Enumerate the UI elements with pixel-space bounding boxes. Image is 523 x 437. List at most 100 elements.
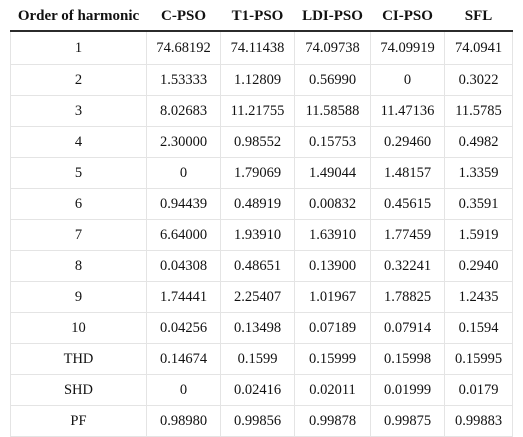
cell-sfl: 11.5785: [444, 95, 513, 127]
row-label: 3: [10, 95, 147, 127]
cell-t1-pso: 0.13498: [220, 312, 295, 344]
cell-ldi-pso: 0.00832: [294, 188, 371, 220]
table-row: 8 0.04308 0.48651 0.13900 0.32241 0.2940: [10, 250, 513, 282]
cell-ci-pso: 0.01999: [370, 374, 445, 406]
table-row: 4 2.30000 0.98552 0.15753 0.29460 0.4982: [10, 126, 513, 158]
cell-ldi-pso: 11.58588: [294, 95, 371, 127]
cell-sfl: 0.4982: [444, 126, 513, 158]
cell-ci-pso: 0.32241: [370, 250, 445, 282]
table-row: 6 0.94439 0.48919 0.00832 0.45615 0.3591: [10, 188, 513, 220]
cell-ci-pso: 74.09919: [370, 31, 445, 65]
cell-ci-pso: 0: [370, 64, 445, 96]
cell-sfl: 74.0941: [444, 31, 513, 65]
cell-c-pso: 8.02683: [146, 95, 221, 127]
row-label: THD: [10, 343, 147, 375]
cell-t1-pso: 0.48651: [220, 250, 295, 282]
table-row: 1 74.68192 74.11438 74.09738 74.09919 74…: [10, 31, 513, 65]
table-header: Order of harmonic C-PSO T1-PSO LDI-PSO C…: [10, 3, 513, 32]
cell-c-pso: 0.94439: [146, 188, 221, 220]
cell-c-pso: 0.14674: [146, 343, 221, 375]
cell-c-pso: 2.30000: [146, 126, 221, 158]
harmonics-table: Order of harmonic C-PSO T1-PSO LDI-PSO C…: [10, 3, 513, 437]
cell-ldi-pso: 0.15999: [294, 343, 371, 375]
table-row: 7 6.64000 1.93910 1.63910 1.77459 1.5919: [10, 219, 513, 251]
cell-c-pso: 0: [146, 374, 221, 406]
row-label: 6: [10, 188, 147, 220]
cell-sfl: 0.3022: [444, 64, 513, 96]
cell-t1-pso: 1.12809: [220, 64, 295, 96]
cell-c-pso: 1.53333: [146, 64, 221, 96]
header-sfl: SFL: [444, 3, 513, 32]
cell-sfl: 0.1594: [444, 312, 513, 344]
cell-ldi-pso: 0.07189: [294, 312, 371, 344]
cell-sfl: 0.15995: [444, 343, 513, 375]
cell-ldi-pso: 0.15753: [294, 126, 371, 158]
header-c-pso: C-PSO: [146, 3, 221, 32]
cell-ci-pso: 0.45615: [370, 188, 445, 220]
row-label: PF: [10, 405, 147, 437]
table-row: SHD 0 0.02416 0.02011 0.01999 0.0179: [10, 374, 513, 406]
row-label: 8: [10, 250, 147, 282]
cell-c-pso: 6.64000: [146, 219, 221, 251]
cell-ldi-pso: 0.13900: [294, 250, 371, 282]
cell-t1-pso: 1.93910: [220, 219, 295, 251]
table-row: 2 1.53333 1.12809 0.56990 0 0.3022: [10, 64, 513, 96]
cell-sfl: 0.3591: [444, 188, 513, 220]
cell-t1-pso: 0.99856: [220, 405, 295, 437]
cell-ci-pso: 0.07914: [370, 312, 445, 344]
header-t1-pso: T1-PSO: [220, 3, 295, 32]
header-ldi-pso: LDI-PSO: [294, 3, 371, 32]
cell-ldi-pso: 74.09738: [294, 31, 371, 65]
table-body: 1 74.68192 74.11438 74.09738 74.09919 74…: [10, 31, 513, 437]
cell-c-pso: 0.98980: [146, 405, 221, 437]
cell-t1-pso: 2.25407: [220, 281, 295, 313]
row-label: 5: [10, 157, 147, 189]
cell-t1-pso: 0.98552: [220, 126, 295, 158]
header-row: Order of harmonic C-PSO T1-PSO LDI-PSO C…: [10, 3, 513, 32]
cell-ci-pso: 0.99875: [370, 405, 445, 437]
cell-t1-pso: 0.48919: [220, 188, 295, 220]
cell-sfl: 0.2940: [444, 250, 513, 282]
cell-ldi-pso: 0.02011: [294, 374, 371, 406]
header-order-of-harmonic: Order of harmonic: [10, 3, 147, 32]
cell-t1-pso: 1.79069: [220, 157, 295, 189]
row-label: 2: [10, 64, 147, 96]
row-label: SHD: [10, 374, 147, 406]
table-row: 9 1.74441 2.25407 1.01967 1.78825 1.2435: [10, 281, 513, 313]
cell-ci-pso: 0.15998: [370, 343, 445, 375]
cell-ci-pso: 0.29460: [370, 126, 445, 158]
cell-ci-pso: 1.48157: [370, 157, 445, 189]
cell-t1-pso: 11.21755: [220, 95, 295, 127]
cell-c-pso: 0.04256: [146, 312, 221, 344]
table-row: 3 8.02683 11.21755 11.58588 11.47136 11.…: [10, 95, 513, 127]
cell-sfl: 0.99883: [444, 405, 513, 437]
cell-sfl: 1.3359: [444, 157, 513, 189]
table-row: 10 0.04256 0.13498 0.07189 0.07914 0.159…: [10, 312, 513, 344]
cell-ldi-pso: 1.63910: [294, 219, 371, 251]
cell-ldi-pso: 0.56990: [294, 64, 371, 96]
header-ci-pso: CI-PSO: [370, 3, 445, 32]
cell-ldi-pso: 1.49044: [294, 157, 371, 189]
cell-t1-pso: 0.1599: [220, 343, 295, 375]
cell-c-pso: 74.68192: [146, 31, 221, 65]
row-label: 7: [10, 219, 147, 251]
table-row: THD 0.14674 0.1599 0.15999 0.15998 0.159…: [10, 343, 513, 375]
cell-sfl: 0.0179: [444, 374, 513, 406]
cell-sfl: 1.5919: [444, 219, 513, 251]
cell-c-pso: 1.74441: [146, 281, 221, 313]
row-label: 4: [10, 126, 147, 158]
cell-t1-pso: 0.02416: [220, 374, 295, 406]
row-label: 9: [10, 281, 147, 313]
cell-ci-pso: 1.78825: [370, 281, 445, 313]
cell-sfl: 1.2435: [444, 281, 513, 313]
cell-ci-pso: 1.77459: [370, 219, 445, 251]
cell-c-pso: 0: [146, 157, 221, 189]
table-row: 5 0 1.79069 1.49044 1.48157 1.3359: [10, 157, 513, 189]
cell-t1-pso: 74.11438: [220, 31, 295, 65]
cell-ldi-pso: 1.01967: [294, 281, 371, 313]
row-label: 10: [10, 312, 147, 344]
cell-ldi-pso: 0.99878: [294, 405, 371, 437]
cell-ci-pso: 11.47136: [370, 95, 445, 127]
table-row: PF 0.98980 0.99856 0.99878 0.99875 0.998…: [10, 405, 513, 437]
